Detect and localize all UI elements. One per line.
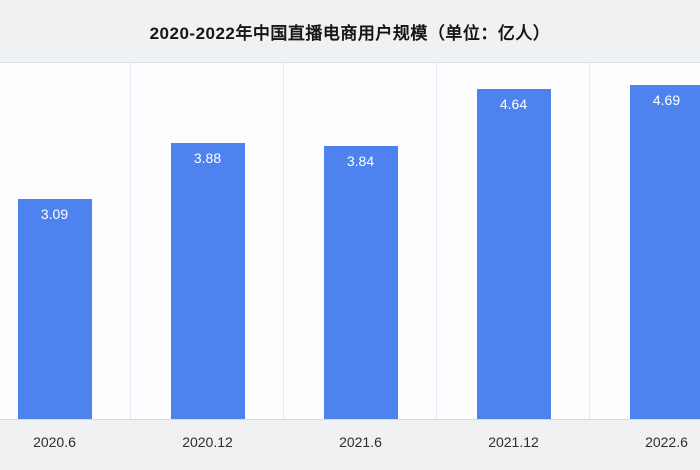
bar-value-label: 4.64 [499,96,528,112]
x-axis-inner: 2020.6 2020.12 2021.6 2021.12 2022.6 [0,420,700,450]
bar-2022.6: 4.69 [629,85,700,419]
x-axis-label: 2021.6 [339,434,382,450]
vertical-gridline [436,63,437,419]
chart-title: 2020-2022年中国直播电商用户规模（单位：亿人） [149,23,551,43]
x-axis-label: 2022.6 [645,434,688,450]
x-axis-slot: 2022.6 [590,420,700,450]
bar-value-label: 3.84 [346,153,375,169]
x-axis-slot: 2020.12 [131,420,284,450]
vertical-gridline [283,63,284,419]
plot-area: 3.09 3.88 3.84 4.64 4.69 [0,62,700,420]
bar-slot: 3.09 [0,63,131,419]
bar-value-label: 3.09 [40,206,69,222]
x-axis-slot: 2021.12 [437,420,590,450]
x-axis-slot: 2020.6 [0,420,131,450]
bar-slot: 4.69 [590,63,700,419]
x-axis-label: 2020.6 [33,434,76,450]
x-axis: 2020.6 2020.12 2021.6 2021.12 2022.6 [0,420,700,469]
bar-2020.12: 3.88 [170,143,245,419]
x-axis-label: 2021.12 [488,434,539,450]
vertical-gridline [130,63,131,419]
bar-2020.6: 3.09 [17,199,92,419]
bar-slot: 4.64 [437,63,590,419]
bar-value-label: 3.88 [193,150,222,166]
bar-2021.12: 4.64 [476,89,551,419]
bar-2021.6: 3.84 [323,146,398,419]
x-axis-label: 2020.12 [182,434,233,450]
x-axis-slot: 2021.6 [284,420,437,450]
bar-slot: 3.88 [131,63,284,419]
bar-value-label: 4.69 [652,92,681,108]
vertical-gridline [589,63,590,419]
bar-slot: 3.84 [284,63,437,419]
plot-inner: 3.09 3.88 3.84 4.64 4.69 [0,63,700,419]
chart-title-area: 2020-2022年中国直播电商用户规模（单位：亿人） [0,0,700,62]
